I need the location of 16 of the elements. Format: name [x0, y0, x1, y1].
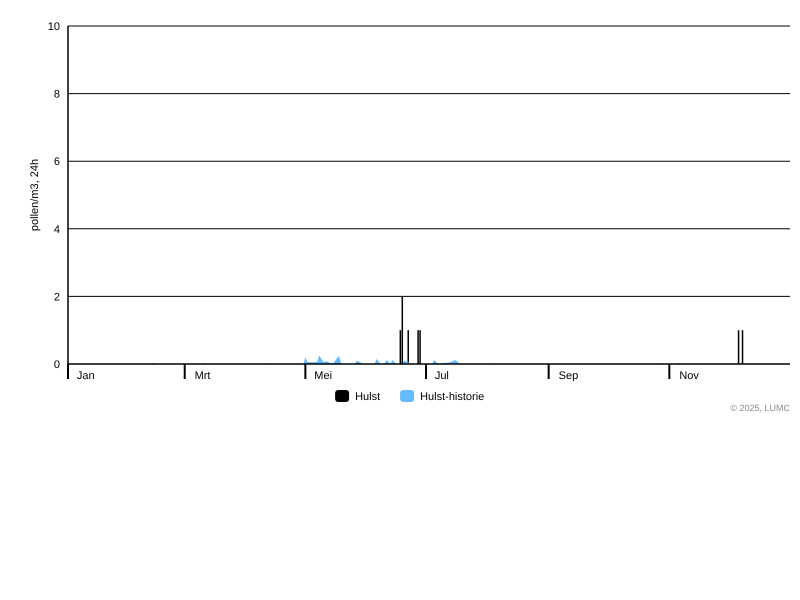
y-tick-label: 4 — [54, 224, 60, 236]
x-tick-label: Mrt — [194, 370, 210, 382]
x-tick-label: Sep — [558, 370, 578, 382]
x-tick-label: Jul — [434, 370, 449, 382]
legend-label: Hulst-historie — [420, 391, 484, 403]
y-tick-label: 6 — [54, 156, 60, 168]
x-tick-label: Nov — [679, 370, 700, 382]
y-tick-label: 0 — [54, 359, 60, 371]
legend-label: Hulst — [355, 391, 380, 403]
x-tick-label: Jan — [76, 370, 95, 382]
y-axis-title: pollen/m3, 24h — [29, 158, 41, 232]
x-tick-label: Mei — [314, 370, 332, 382]
y-tick-label: 8 — [54, 88, 60, 101]
text: © 2025, LUMC — [730, 403, 790, 413]
y-tick-label: 2 — [54, 291, 60, 304]
y-tick-label: 10 — [48, 21, 60, 33]
